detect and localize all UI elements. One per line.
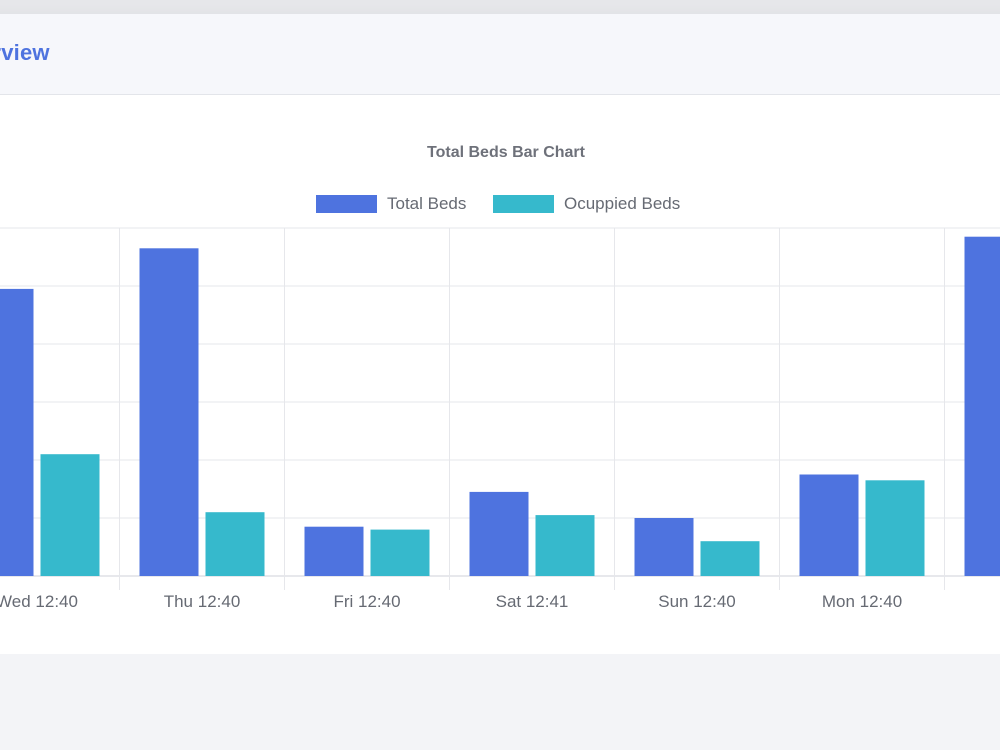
page-background-bottom — [0, 654, 1000, 750]
page-top-strip — [0, 0, 1000, 14]
card-title: erview — [0, 40, 50, 65]
card-header: erview — [0, 14, 1000, 95]
overview-card: erview — [0, 14, 1000, 654]
